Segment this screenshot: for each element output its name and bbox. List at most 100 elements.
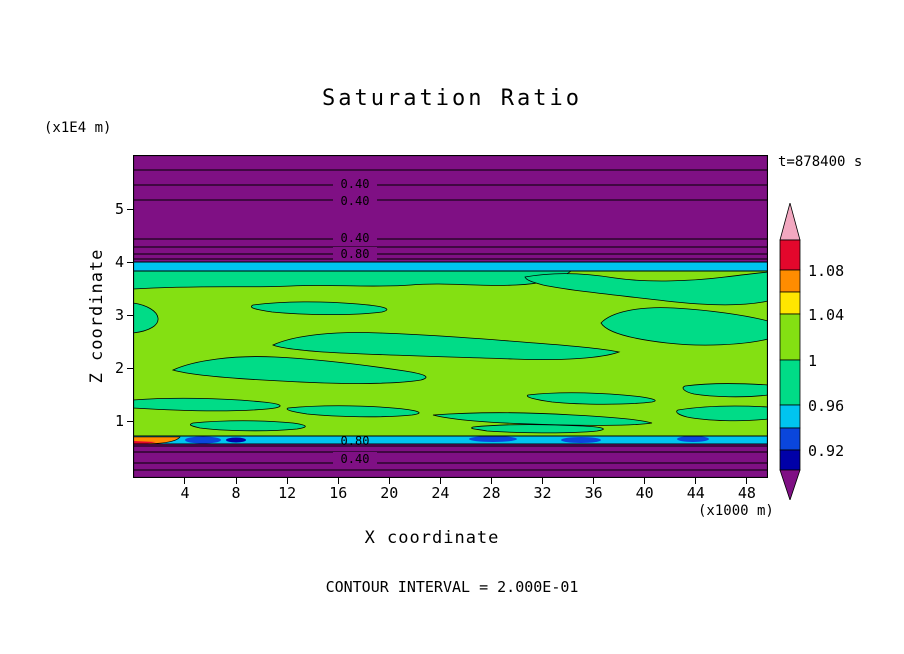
x-tick-mark <box>746 478 748 484</box>
x-tick-mark <box>593 478 595 484</box>
lower-cyan-stripe <box>133 436 768 444</box>
time-annotation: t=878400 s <box>778 154 863 170</box>
x-tick-label: 12 <box>278 484 297 502</box>
subsaturated-patch-blue <box>561 437 601 443</box>
subsaturated-patch-navy <box>226 437 246 443</box>
contour-label: 0.40 <box>333 177 377 191</box>
colorbar-tick-label: 1 <box>808 352 818 370</box>
subsaturated-patch-blue <box>185 436 221 444</box>
contour-plot: 0.40 0.40 0.40 0.80 0.80 0.40 <box>133 155 768 478</box>
x-tick-mark <box>388 478 390 484</box>
x-tick-label: 28 <box>482 484 501 502</box>
contour-label: 0.40 <box>333 452 377 466</box>
x-tick-mark <box>235 478 237 484</box>
x-tick-label: 16 <box>329 484 348 502</box>
colorbar-tick-label: 0.92 <box>808 442 845 460</box>
saturation-patch <box>251 301 388 316</box>
x-tick-label: 40 <box>635 484 654 502</box>
y-axis-unit: (x1E4 m) <box>44 120 112 136</box>
chart-title: Saturation Ratio <box>322 86 582 111</box>
x-tick-mark <box>644 478 646 484</box>
colorbar-tick-label: 1.08 <box>808 262 845 280</box>
x-tick-label: 44 <box>686 484 705 502</box>
colorbar-segment <box>779 359 801 406</box>
saturation-patch <box>682 383 768 398</box>
colorbar-tick-label: 1.04 <box>808 306 845 324</box>
contour-interval-note: CONTOUR INTERVAL = 2.000E-01 <box>325 578 579 596</box>
colorbar-segment <box>779 449 801 471</box>
contour-label-bg <box>333 194 377 208</box>
x-tick-label: 36 <box>584 484 603 502</box>
x-axis-unit: (x1000 m) <box>698 503 774 519</box>
saturation-patch <box>600 307 768 346</box>
contour-label: 0.80 <box>333 247 377 261</box>
colorbar-segment <box>779 313 801 361</box>
saturation-patch <box>526 392 656 405</box>
saturation-patch <box>432 412 653 426</box>
y-tick-mark <box>127 314 133 316</box>
saturation-patch <box>286 405 420 418</box>
contour-label-bg <box>333 452 377 466</box>
colorbar-arrow-top <box>779 203 801 241</box>
upper-cyan-stripe <box>133 262 768 271</box>
y-tick-mark <box>127 420 133 422</box>
x-tick-label: 48 <box>737 484 756 502</box>
contour-label-text: 0.80 <box>341 247 370 261</box>
colorbar-arrow-bottom <box>779 469 801 500</box>
colorbar-segment <box>779 239 801 271</box>
x-tick-mark <box>286 478 288 484</box>
y-tick-mark <box>127 261 133 263</box>
saturation-patch <box>272 332 621 361</box>
colorbar-segment <box>779 404 801 429</box>
y-tick-label: 1 <box>114 412 124 431</box>
x-tick-label: 32 <box>533 484 552 502</box>
x-tick-mark <box>439 478 441 484</box>
contour-label: 0.40 <box>333 231 377 245</box>
y-tick-label: 5 <box>114 200 124 219</box>
colorbar <box>779 203 801 500</box>
springgreen-patches <box>133 270 768 434</box>
saturation-patch <box>676 405 768 422</box>
colorbar-segment <box>779 269 801 293</box>
y-tick-label: 3 <box>114 306 124 325</box>
contour-lines <box>133 169 768 471</box>
subsaturated-patch-blue <box>469 436 517 442</box>
saturation-patch <box>133 302 159 334</box>
saturation-patch <box>133 397 281 412</box>
supersaturated-patch-red <box>133 441 156 444</box>
saturation-patch <box>133 270 573 290</box>
x-tick-label: 24 <box>431 484 450 502</box>
x-axis-title: X coordinate <box>364 528 500 548</box>
contour-label-text: 0.40 <box>341 231 370 245</box>
x-tick-mark <box>542 478 544 484</box>
subsaturated-patch-blue <box>677 436 709 442</box>
lower-purple-band <box>133 444 768 478</box>
contour-label-text: 0.40 <box>341 452 370 466</box>
contour-label: 0.40 <box>333 194 377 208</box>
y-tick-mark <box>127 208 133 210</box>
x-tick-mark <box>490 478 492 484</box>
y-tick-label: 2 <box>114 359 124 378</box>
colorbar-segment <box>779 291 801 315</box>
contour-label-bg <box>333 177 377 191</box>
contour-label-text: 0.80 <box>341 434 370 448</box>
saturation-patch <box>471 424 604 434</box>
saturation-patch <box>190 420 306 432</box>
x-tick-mark <box>695 478 697 484</box>
x-tick-mark <box>184 478 186 484</box>
contour-label: 0.80 <box>341 434 370 448</box>
contour-label-bg <box>333 231 377 245</box>
y-tick-label: 4 <box>114 253 124 272</box>
x-tick-mark <box>337 478 339 484</box>
x-tick-label: 4 <box>180 484 190 502</box>
y-tick-mark <box>127 367 133 369</box>
contour-label-text: 0.40 <box>341 194 370 208</box>
x-tick-label: 20 <box>380 484 399 502</box>
contour-label-text: 0.40 <box>341 177 370 191</box>
upper-purple-band <box>133 155 768 262</box>
x-tick-label: 8 <box>231 484 241 502</box>
plot-frame <box>133 155 768 478</box>
saturation-patch <box>171 356 427 384</box>
colorbar-segment <box>779 427 801 451</box>
